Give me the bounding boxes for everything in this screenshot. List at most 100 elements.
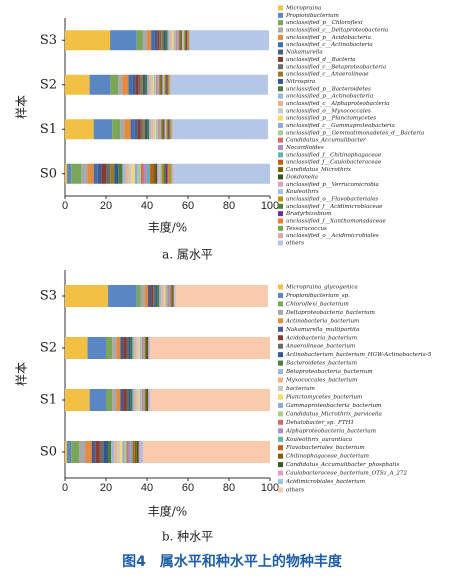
bar-segment — [123, 337, 127, 359]
bar-segment — [134, 119, 138, 140]
y-tick-label: S0 — [40, 166, 57, 181]
bar-segment — [142, 74, 145, 95]
legend-swatch — [278, 130, 283, 136]
bar-segment — [168, 119, 170, 140]
x-tick-label: 60 — [182, 482, 194, 494]
bar-segment — [161, 74, 163, 95]
legend-label: Nocardioides — [285, 145, 324, 151]
bar-segment — [71, 163, 82, 184]
bar-segment — [157, 285, 160, 307]
bar-segment — [136, 441, 139, 463]
bar-segment — [165, 30, 168, 51]
legend-label: Myxococcales_bacterium — [285, 378, 357, 384]
x-axis-label: 丰度/% — [148, 220, 187, 235]
bar-segment — [124, 119, 131, 140]
bar-segment — [93, 163, 98, 184]
legend-label: Anaerolineae_bacterium — [285, 344, 355, 350]
legend-swatch — [278, 145, 283, 151]
legend-swatch — [278, 211, 283, 217]
legend-label: Kouleothrix_aurantiaca — [285, 437, 352, 443]
legend-label: Bradyrhizobium — [285, 211, 332, 217]
legend-label: Candidatus_Accumulibacter — [286, 138, 366, 144]
legend-label: Candidatus_Microthrix — [286, 167, 352, 173]
x-tick-label: 20 — [100, 482, 112, 494]
bar-segment — [111, 441, 115, 463]
legend-label: unclassified_f__Chitinophagaceae — [286, 152, 382, 158]
bar-segment — [142, 441, 270, 463]
bar-segment — [145, 389, 147, 411]
bar-segment — [130, 389, 133, 411]
bar-segment — [142, 119, 145, 140]
bar-segment — [136, 285, 141, 307]
legend-label: unclassified_d__Bacteria — [286, 57, 356, 63]
bar-segment — [153, 285, 156, 307]
legend-label: Propionibacterium — [285, 13, 339, 19]
bar-segment — [162, 74, 164, 95]
legend-swatch — [278, 203, 283, 209]
x-tick-label: 100 — [261, 482, 279, 494]
legend-label: Dehalobacter_sp._FTH1 — [285, 420, 354, 426]
bar-segment — [164, 74, 166, 95]
bar-segment — [151, 30, 155, 51]
bar-segment — [172, 285, 174, 307]
bar-segment — [154, 74, 156, 95]
legend-swatch — [278, 218, 283, 224]
legend-swatch — [278, 42, 283, 48]
bar-segment — [99, 441, 104, 463]
x-tick-label: 0 — [62, 200, 68, 212]
legend-swatch — [278, 369, 283, 375]
legend-label: Chloroflexi_bacterium — [286, 301, 349, 307]
bar-segment — [167, 163, 170, 184]
bar-segment — [65, 30, 111, 51]
bar-segment — [136, 337, 139, 359]
bar-segment — [165, 163, 168, 184]
bar-segment — [144, 119, 147, 140]
bar-segment — [130, 441, 133, 463]
bar-segment — [110, 163, 115, 184]
bar-segment — [142, 389, 144, 411]
bar-segment — [108, 441, 112, 463]
bar-segment — [122, 74, 129, 95]
bar-segment — [158, 119, 160, 140]
x-axis-label: 丰度/% — [148, 504, 187, 519]
legend-swatch — [278, 301, 283, 307]
bar-segment — [149, 119, 152, 140]
x-tick-label: 0 — [62, 482, 68, 494]
bar-segment — [165, 285, 167, 307]
bar-segment — [142, 337, 144, 359]
bar-segment — [159, 74, 161, 95]
bar-segment — [143, 337, 145, 359]
legend-label: unclassified_p__Planctomycetes — [286, 116, 376, 122]
bar-segment — [128, 441, 131, 463]
legend-swatch — [278, 487, 283, 493]
legend-swatch — [278, 343, 283, 349]
legend-swatch — [278, 115, 283, 121]
legend-swatch — [278, 479, 283, 485]
legend-swatch — [278, 377, 283, 383]
bar-segment — [156, 119, 158, 140]
bar-segment — [147, 337, 149, 359]
bar-segment — [137, 163, 141, 184]
bar-segment — [185, 30, 187, 51]
x-tick-label: 20 — [100, 200, 112, 212]
legend-swatch — [278, 428, 283, 434]
bar-segment — [164, 285, 166, 307]
bar-segment — [120, 337, 124, 359]
legend-swatch — [278, 284, 283, 290]
bar-segment — [171, 119, 173, 140]
bar-segment — [132, 337, 135, 359]
bar-segment — [131, 163, 135, 184]
bar-segment — [170, 74, 268, 95]
bar-segment — [173, 285, 175, 307]
bar-segment — [167, 74, 169, 95]
bar-segment — [126, 441, 129, 463]
bar-segment — [140, 389, 142, 411]
bar-segment — [181, 30, 183, 51]
legend-label: unclassified_f__Acidimicrobiaceae — [286, 204, 383, 210]
bar-segment — [169, 285, 171, 307]
bar-segment — [172, 119, 268, 140]
y-tick-label: S2 — [40, 77, 57, 92]
bar-segment — [169, 163, 172, 184]
bar-segment — [65, 119, 94, 140]
